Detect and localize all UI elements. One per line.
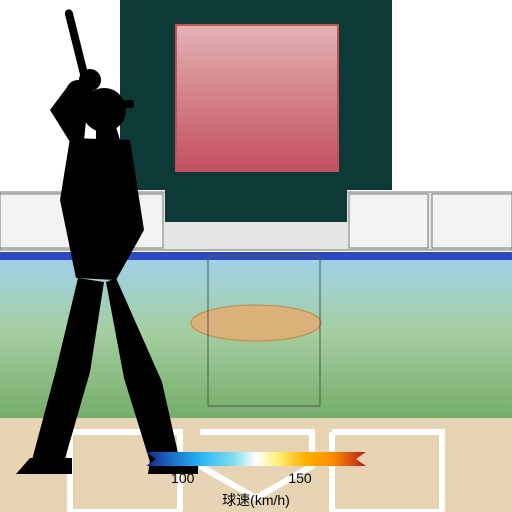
colorbar-tick: 100	[171, 470, 194, 486]
colorbar-axis-label: 球速(km/h)	[146, 490, 366, 510]
colorbar-tick: 150	[288, 470, 311, 486]
pitch-chart-canvas	[0, 0, 512, 512]
